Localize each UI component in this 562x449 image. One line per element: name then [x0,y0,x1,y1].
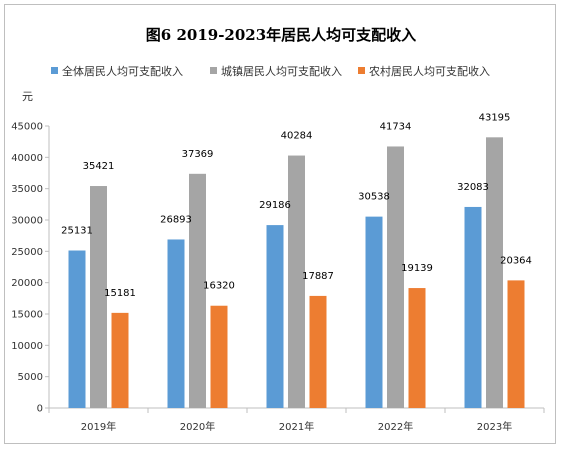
data-label-s1-4: 30538 [358,192,390,203]
bar-s2-5 [486,137,503,408]
data-label-s2-4: 41734 [380,121,412,132]
x-tick-label: 2020年 [180,420,215,433]
data-label-s3-3: 17887 [302,271,334,282]
bar-s3-4 [408,288,426,408]
bar-s2-1 [90,186,107,408]
y-tick-label: 10000 [11,341,43,352]
data-label-s2-3: 40284 [281,131,313,142]
y-tick-label: 0 [37,404,43,415]
data-label-s3-4: 19139 [401,263,433,274]
data-label-s2-2: 37369 [182,149,214,160]
bar-s1-4 [365,216,383,408]
data-label-s2-1: 35421 [83,161,115,172]
data-label-s1-5: 32083 [457,182,489,193]
x-tick-label: 2022年 [378,420,413,433]
bar-s1-2 [167,239,185,408]
data-label-s1-1: 25131 [61,226,93,237]
y-tick-label: 15000 [11,310,43,321]
legend: 全体居民人均可支配收入 城镇居民人均可支配收入 农村居民人均可支配收入 [51,64,490,78]
legend-swatch-3 [358,67,365,74]
data-label-s3-1: 15181 [104,288,136,299]
y-axis: 0 5000 10000 15000 20000 25000 30000 35000 40000… [11,122,50,415]
x-tick-label: 2023年 [477,420,512,433]
y-tick-label: 20000 [11,278,43,289]
data-label-s1-2: 26893 [160,214,192,225]
bar-s1-1 [68,250,86,408]
y-tick-label: 25000 [11,247,43,258]
x-tick-label: 2019年 [81,420,116,433]
x-axis: 2019年 2020年 2021年 2022年 2023年 [48,407,545,433]
bar-s1-3 [266,225,284,408]
x-tick-label: 2021年 [279,420,314,433]
bar-s3-5 [507,280,525,408]
legend-label-3: 农村居民人均可支配收入 [369,64,490,78]
y-tick-label: 35000 [11,184,43,195]
legend-swatch-2 [210,67,217,74]
bars [68,137,525,409]
y-tick-label: 30000 [11,216,43,227]
chart-title: 图6 2019-2023年居民人均可支配收入 [146,26,416,44]
bar-s2-3 [288,155,305,408]
data-label-s2-5: 43195 [479,112,511,123]
y-axis-unit: 元 [22,90,33,103]
legend-label-1: 全体居民人均可支配收入 [62,64,183,78]
bar-s2-4 [387,146,404,409]
data-label-s1-3: 29186 [259,200,291,211]
legend-label-2: 城镇居民人均可支配收入 [221,64,342,78]
data-label-s3-5: 20364 [500,255,532,266]
bar-s3-3 [309,295,327,408]
bar-s1-5 [464,206,482,408]
bar-s2-2 [189,173,206,408]
data-labels: 25131 35421 15181 26893 37369 16320 29186 40284… [61,112,532,299]
bar-s3-2 [210,305,228,408]
y-tick-label: 40000 [11,153,43,164]
data-label-s3-2: 16320 [203,281,235,292]
bar-s3-1 [111,312,129,408]
y-tick-label: 5000 [18,372,43,383]
legend-swatch-1 [51,67,58,74]
y-tick-label: 45000 [11,122,43,133]
